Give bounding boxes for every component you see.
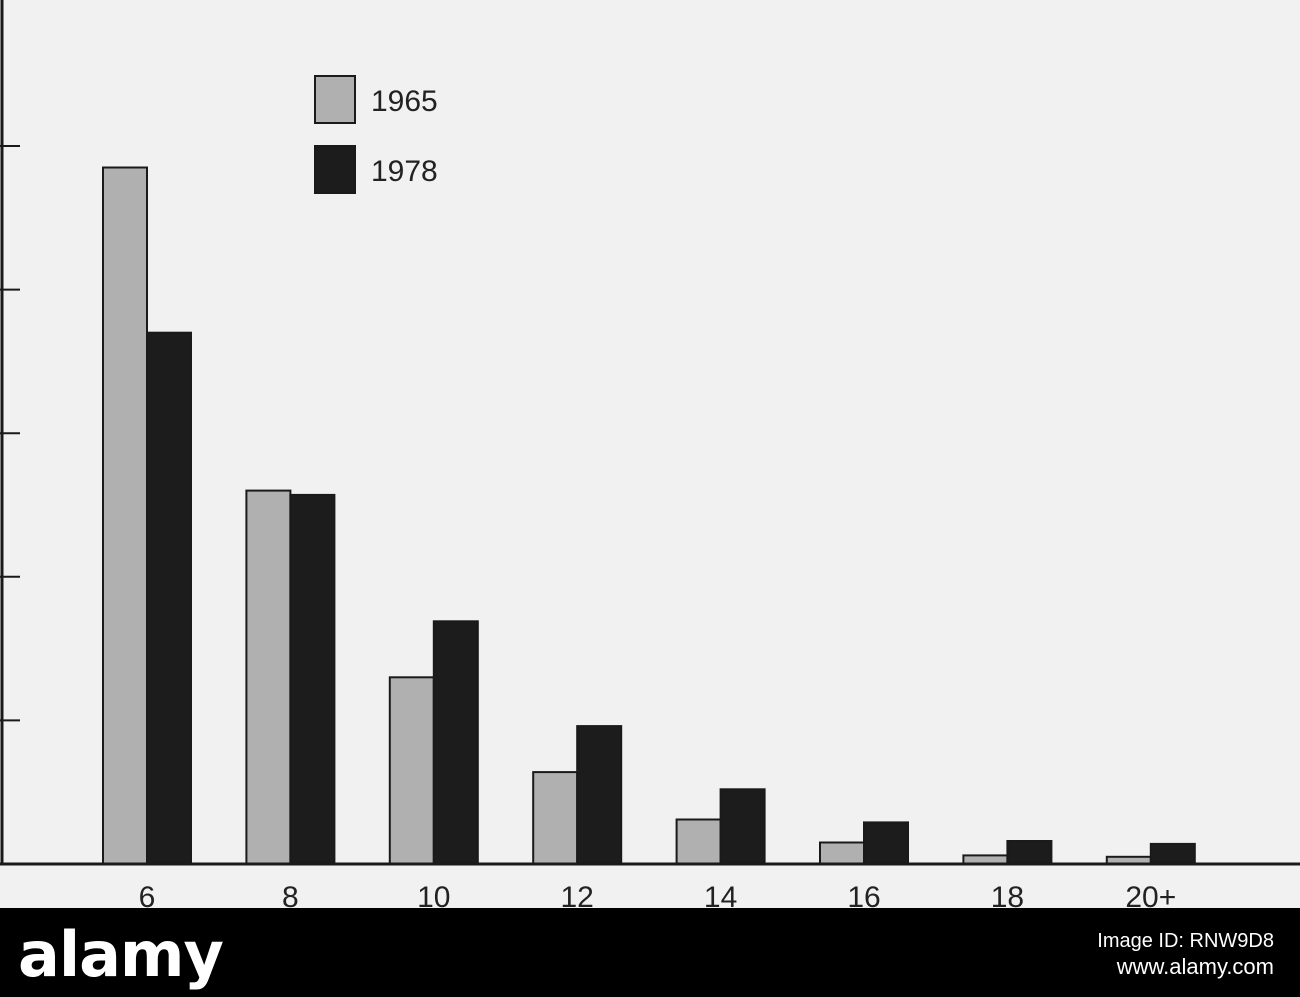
watermark-site: www.alamy.com (1116, 954, 1274, 979)
bar-1978-14 (719, 788, 766, 865)
bar-1965-12 (532, 771, 579, 865)
watermark-bar (0, 908, 1300, 997)
bar-1978-18 (1006, 840, 1053, 865)
watermark-meta: Image ID: RNW9D8 www.alamy.com (1097, 928, 1274, 980)
legend: 1965 1978 (314, 75, 438, 194)
watermark-image-id: Image ID: RNW9D8 (1097, 930, 1274, 952)
bar-1965-10 (388, 676, 435, 865)
bar-1978-10 (432, 620, 479, 865)
bar-1965-6 (102, 166, 148, 865)
legend-swatch-1965 (314, 75, 356, 124)
bar-1965-14 (675, 818, 722, 865)
bar-1965-16 (819, 841, 865, 865)
legend-label-1978: 1978 (371, 155, 438, 188)
legend-label-1965: 1965 (371, 85, 438, 118)
legend-swatch-1978 (314, 145, 356, 194)
plot-background (0, 0, 1300, 908)
bar-1978-12 (576, 725, 623, 865)
bar-1978-16 (863, 821, 909, 866)
x-tick-label-8: 8 (282, 881, 299, 914)
watermark-logo: alamy (18, 918, 224, 991)
x-tick-label-6: 6 (139, 881, 156, 914)
bar-1978-20plus (1149, 842, 1196, 866)
bar-1978-8 (289, 493, 336, 865)
bar-1978-6 (146, 331, 192, 865)
bar-1965-8 (245, 489, 292, 865)
